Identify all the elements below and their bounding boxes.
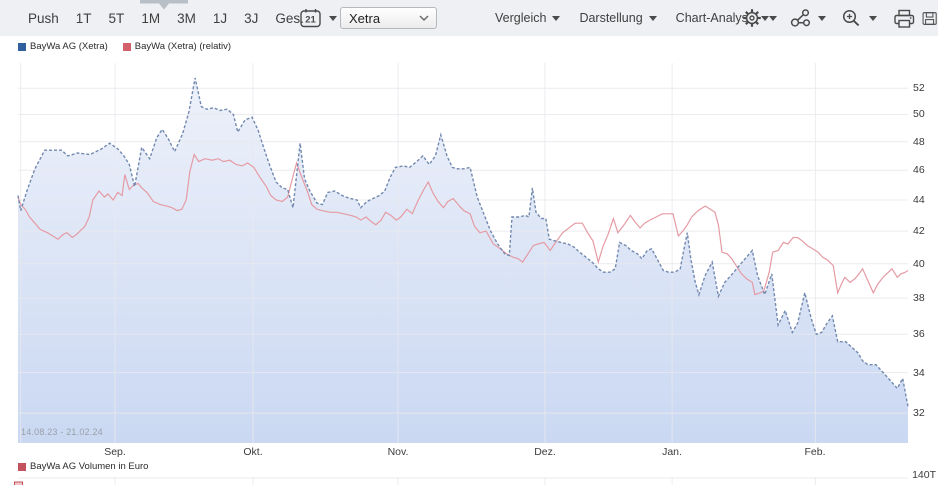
series1-swatch bbox=[18, 42, 26, 51]
volume-swatch bbox=[18, 462, 26, 471]
y-axis-tick-38: 38 bbox=[913, 292, 925, 304]
y-axis-tick-40: 40 bbox=[913, 258, 925, 270]
chevron-down-icon bbox=[869, 15, 877, 21]
save-button[interactable] bbox=[922, 7, 938, 29]
series1-label: BayWa AG (Xetra) bbox=[30, 41, 108, 52]
range-button-3j[interactable]: 3J bbox=[244, 10, 259, 26]
chevron-down-icon bbox=[419, 15, 429, 21]
legend-item-volume: BayWa AG Volumen in Euro bbox=[18, 461, 148, 472]
volume-label: BayWa AG Volumen in Euro bbox=[30, 461, 149, 472]
x-axis-tick-Jan: Jan. bbox=[662, 446, 682, 458]
calendar-button[interactable]: 21 bbox=[299, 7, 337, 29]
series2-label: BayWa (Xetra) (relativ) bbox=[134, 41, 232, 52]
range-button-5t[interactable]: 5T bbox=[108, 10, 125, 26]
y-axis-tick-34: 34 bbox=[913, 367, 925, 379]
settings-button[interactable] bbox=[741, 7, 777, 29]
save-icon bbox=[922, 11, 937, 25]
exchange-select[interactable]: Xetra bbox=[340, 7, 437, 29]
x-axis-tick-Okt: Okt. bbox=[243, 446, 263, 458]
zoom-button[interactable] bbox=[841, 7, 877, 29]
legend-item-baywa-relativ: BayWa (Xetra) (relativ) bbox=[122, 41, 232, 52]
menu-vergleich-label: Vergleich bbox=[495, 11, 547, 25]
settings-gear-icon bbox=[743, 9, 761, 27]
date-range-annotation: 14.08.23 - 21.02.24 bbox=[21, 427, 103, 437]
y-axis-tick-46: 46 bbox=[913, 164, 925, 176]
chevron-down-icon bbox=[760, 15, 769, 21]
chevron-down-icon bbox=[552, 15, 561, 21]
volume-bar-top bbox=[14, 481, 23, 485]
exchange-select-value: Xetra bbox=[349, 10, 381, 26]
print-button[interactable] bbox=[892, 7, 917, 29]
menu-darstellung-label: Darstellung bbox=[579, 11, 643, 25]
series2-swatch bbox=[122, 42, 131, 51]
calendar-icon: 21 bbox=[300, 9, 321, 28]
chevron-down-icon bbox=[818, 15, 826, 21]
x-axis-tick-Sep: Sep. bbox=[104, 446, 126, 458]
chevron-down-icon bbox=[769, 15, 777, 21]
share-button[interactable] bbox=[789, 7, 826, 29]
menu-chart-analyse[interactable]: Chart-Analyse bbox=[676, 11, 769, 25]
tooltip-notch bbox=[140, 0, 188, 10]
y-axis-tick-52: 52 bbox=[913, 82, 925, 94]
y-axis-tick-42: 42 bbox=[913, 225, 925, 237]
share-network-icon bbox=[790, 8, 811, 27]
range-button-1j[interactable]: 1J bbox=[212, 10, 228, 26]
chevron-down-icon bbox=[329, 15, 337, 21]
menu-darstellung[interactable]: Darstellung bbox=[579, 11, 657, 25]
x-axis-tick-Feb: Feb. bbox=[804, 446, 826, 458]
x-axis-tick-Dez: Dez. bbox=[534, 446, 556, 458]
y-axis-tick-48: 48 bbox=[913, 136, 925, 148]
series-price-line bbox=[17, 77, 909, 407]
volume-axis-label: 140T bbox=[912, 469, 936, 481]
menu-chart-analyse-label: Chart-Analyse bbox=[675, 11, 755, 25]
menu-vergleich[interactable]: Vergleich bbox=[495, 11, 561, 25]
range-button-3m[interactable]: 3M bbox=[177, 10, 196, 26]
chevron-down-icon bbox=[648, 15, 657, 21]
y-axis-tick-36: 36 bbox=[913, 328, 925, 340]
menu-group: Vergleich Darstellung Chart-Analyse bbox=[495, 0, 769, 36]
zoom-in-icon bbox=[842, 9, 860, 26]
range-button-1m[interactable]: 1M bbox=[141, 10, 161, 26]
range-button-1t[interactable]: 1T bbox=[75, 10, 92, 26]
chart-toolbar: Push 1T 5T 1M 3M 1J 3J Ges. 21 Xetra Ver… bbox=[0, 0, 938, 36]
svg-text:21: 21 bbox=[305, 15, 316, 26]
series-relativ-line bbox=[17, 153, 909, 296]
legend-item-baywa-xetra: BayWa AG (Xetra) bbox=[18, 41, 108, 52]
y-axis-tick-32: 32 bbox=[913, 407, 925, 419]
volume-legend: BayWa AG Volumen in Euro bbox=[18, 461, 148, 472]
y-axis-tick-44: 44 bbox=[913, 194, 925, 206]
price-legend: BayWa AG (Xetra) BayWa (Xetra) (relativ) bbox=[18, 41, 231, 52]
y-axis-tick-50: 50 bbox=[913, 108, 925, 120]
price-area-fill bbox=[18, 78, 908, 443]
range-button-ges[interactable]: Ges. bbox=[275, 10, 304, 26]
range-button-push[interactable]: Push bbox=[28, 10, 59, 26]
printer-icon bbox=[894, 9, 915, 28]
range-button-group: Push 1T 5T 1M 3M 1J 3J Ges. bbox=[28, 0, 304, 36]
x-axis-tick-Nov: Nov. bbox=[387, 446, 409, 458]
